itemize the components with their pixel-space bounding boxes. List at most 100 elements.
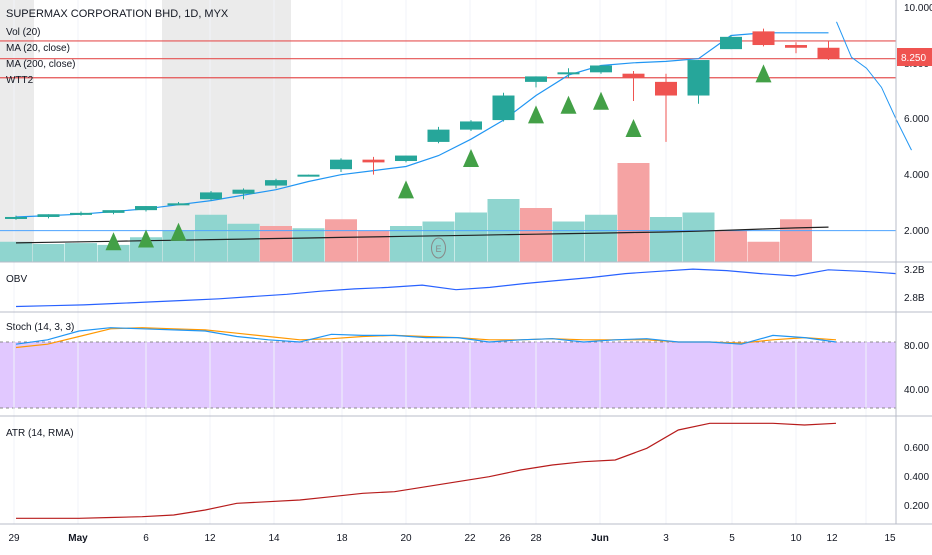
volume-bar[interactable] [715,230,747,263]
obv-label[interactable]: OBV [6,274,27,285]
obv-tick: 2.8B [904,293,925,304]
volume-bar[interactable] [260,226,292,262]
volume-bar[interactable] [520,208,552,262]
candle-body[interactable] [720,36,742,50]
stoch-band [0,342,896,408]
candle-body[interactable] [37,214,60,217]
atr-tick: 0.600 [904,443,929,454]
wtt2-signal-triangle[interactable] [625,118,642,137]
candle-body[interactable] [460,121,482,130]
volume-bar[interactable] [292,228,325,262]
time-axis-label: 14 [268,533,280,544]
candle-body[interactable] [492,95,515,121]
price-tick: 10.000 [904,3,932,14]
candle-body[interactable] [232,189,255,194]
candle-body[interactable] [427,129,450,142]
earnings-marker[interactable] [431,237,446,259]
legend-vol[interactable]: Vol (20) [6,27,40,38]
time-axis-label: 3 [663,533,669,544]
candle-body[interactable] [785,45,807,48]
ma200-line[interactable] [15,226,829,244]
obv-line[interactable] [15,268,897,308]
wtt2-signal-triangle[interactable] [463,149,479,167]
candle-body[interactable] [167,203,190,206]
volume-bar[interactable] [97,244,130,262]
candle-body[interactable] [265,180,287,186]
last-price-label: 8.250 [901,53,926,64]
time-axis-label: 12 [826,533,838,544]
time-axis-label: 28 [530,533,542,544]
wtt2-signal-triangle[interactable] [105,232,122,251]
candle-body[interactable] [817,47,840,59]
candle-body[interactable] [330,159,352,170]
volume-bar[interactable] [585,214,617,262]
wtt2-signal-triangle[interactable] [528,105,544,124]
chart-title: SUPERMAX CORPORATION BHD, 1D, MYX [6,8,229,20]
stoch-k-line[interactable] [15,327,837,345]
candle-body[interactable] [5,216,27,219]
time-axis-label: 10 [790,533,802,544]
candle-body[interactable] [102,210,125,213]
wtt2-projection-line[interactable] [836,21,912,151]
atr-line[interactable] [16,422,837,519]
volume-bar[interactable] [780,219,812,262]
wtt2-signal-triangle[interactable] [170,222,187,241]
candle-body[interactable] [362,159,385,163]
time-axis-label: 15 [884,533,896,544]
time-axis-label: Jun [591,533,609,544]
candle-body[interactable] [395,155,417,162]
price-tick: 6.000 [904,114,929,125]
legend-wtt2[interactable]: WTT2 [6,75,34,86]
volume-bar[interactable] [390,226,422,262]
wtt2-signal-triangle[interactable] [398,180,414,199]
volume-bar[interactable] [747,241,780,262]
volume-bar[interactable] [195,214,227,262]
volume-bar[interactable] [422,221,455,263]
wtt2-signal-triangle[interactable] [560,95,577,114]
stoch-tick: 40.00 [904,385,929,396]
candle-body[interactable] [622,73,645,78]
volume-bar[interactable] [650,217,682,262]
time-axis-label: 22 [464,533,476,544]
candle-body[interactable] [687,60,710,96]
volume-bar[interactable] [682,212,715,263]
candle-body[interactable] [590,65,612,73]
wtt2-signal-triangle[interactable] [755,64,772,83]
time-axis-label: 29 [8,533,20,544]
legend-ma200[interactable]: MA (200, close) [6,59,75,70]
volume-bar[interactable] [32,244,65,262]
volume-bar[interactable] [552,221,585,263]
price-tick: 2.000 [904,226,929,237]
time-axis-label: May [68,533,88,544]
candle-body[interactable] [200,192,222,200]
stoch-label[interactable]: Stoch (14, 3, 3) [6,322,74,333]
candle-body[interactable] [752,31,775,46]
volume-bar[interactable] [455,212,487,263]
candle-body[interactable] [525,76,547,82]
time-axis-label: 12 [204,533,216,544]
volume-bar[interactable] [65,243,97,262]
last-price-badge [897,48,932,66]
candle-body[interactable] [135,206,157,211]
wtt2-signal-triangle[interactable] [593,91,609,110]
legend-ma20[interactable]: MA (20, close) [6,43,70,54]
time-axis-label: 20 [400,533,412,544]
earnings-marker-label: E [436,244,442,254]
obv-tick: 3.2B [904,265,925,276]
volume-bar[interactable] [227,223,260,262]
price-tick: 4.000 [904,170,929,181]
volume-bar[interactable] [617,163,650,262]
volume-bar[interactable] [357,230,390,263]
wtt2-signal-triangle[interactable] [138,229,154,248]
candle-body[interactable] [557,72,580,75]
candle-body[interactable] [297,174,320,177]
stoch-tick: 80.00 [904,341,929,352]
candle-body[interactable] [70,212,92,215]
volume-bar[interactable] [325,219,357,262]
candle-body[interactable] [655,81,677,96]
atr-label[interactable]: ATR (14, RMA) [6,428,74,439]
time-axis-label: 5 [729,533,735,544]
volume-bar[interactable] [0,241,32,262]
